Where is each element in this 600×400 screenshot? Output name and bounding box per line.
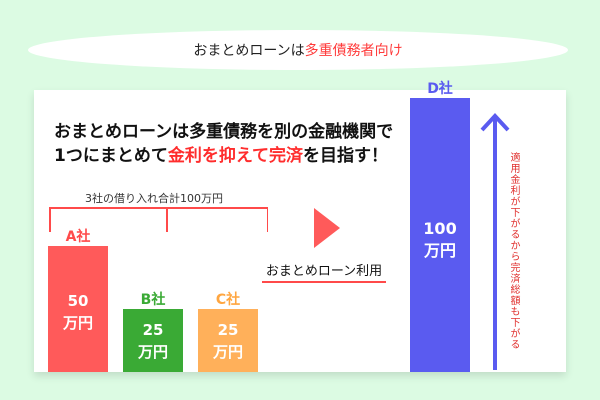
bar-label-c: C社 xyxy=(215,292,241,308)
bar-d-value: 100 万円 xyxy=(410,218,470,262)
bar-c-value-num: 25 xyxy=(217,321,239,339)
bracket-label: 3社の借り入れ合計100万円 xyxy=(85,192,223,205)
bar-c: 25 万円 xyxy=(198,309,258,372)
headline-line2: 1つにまとめて金利を抑えて完済を目指す！ xyxy=(54,144,393,168)
headline-line2-red: 金利を抑えて完済 xyxy=(167,146,303,166)
bar-b-value-unit: 万円 xyxy=(137,343,168,361)
vertical-note: 適用金利が下がるから完済総額も下がる xyxy=(508,152,519,350)
loan-use-label: おまとめローン利用 xyxy=(265,264,383,279)
bar-a-value-num: 50 xyxy=(67,292,89,310)
bar-d-value-unit: 万円 xyxy=(423,241,456,260)
bar-label-a: A社 xyxy=(65,229,91,245)
bar-b-value-num: 25 xyxy=(142,321,164,339)
up-arrow-icon xyxy=(480,113,510,370)
title-prefix: おまとめローンは xyxy=(193,43,305,59)
headline: おまとめローンは多重債務を別の金融機関で 1つにまとめて金利を抑えて完済を目指す… xyxy=(54,120,393,168)
bar-label-d: D社 xyxy=(427,81,453,97)
headline-line2-prefix: 1つにまとめて xyxy=(54,146,168,166)
bar-a-value-unit: 万円 xyxy=(62,314,93,332)
diagram-card: おまとめローンは多重債務を別の金融機関で 1つにまとめて金利を抑えて完済を目指す… xyxy=(34,81,566,372)
bar-d: 100 万円 xyxy=(410,98,470,372)
headline-line2-suffix: を目指す！ xyxy=(303,146,388,166)
transition-arrow-icon xyxy=(314,208,340,248)
loan-use-underline xyxy=(262,281,386,283)
bar-d-value-num: 100 xyxy=(423,219,457,238)
total-bracket xyxy=(49,207,268,232)
bar-a-value: 50 万円 xyxy=(48,290,108,334)
bar-b: 25 万円 xyxy=(123,309,183,372)
bar-b-value: 25 万円 xyxy=(123,319,183,363)
title-accent: 多重債務者向け xyxy=(304,43,403,59)
title-banner: おまとめローンは 多重債務者向け xyxy=(28,30,568,70)
headline-line1: おまとめローンは多重債務を別の金融機関で xyxy=(54,122,394,142)
bar-c-value-unit: 万円 xyxy=(212,343,243,361)
bar-label-b: B社 xyxy=(140,292,166,308)
bar-a: 50 万円 xyxy=(48,246,108,372)
bar-c-value: 25 万円 xyxy=(198,319,258,363)
